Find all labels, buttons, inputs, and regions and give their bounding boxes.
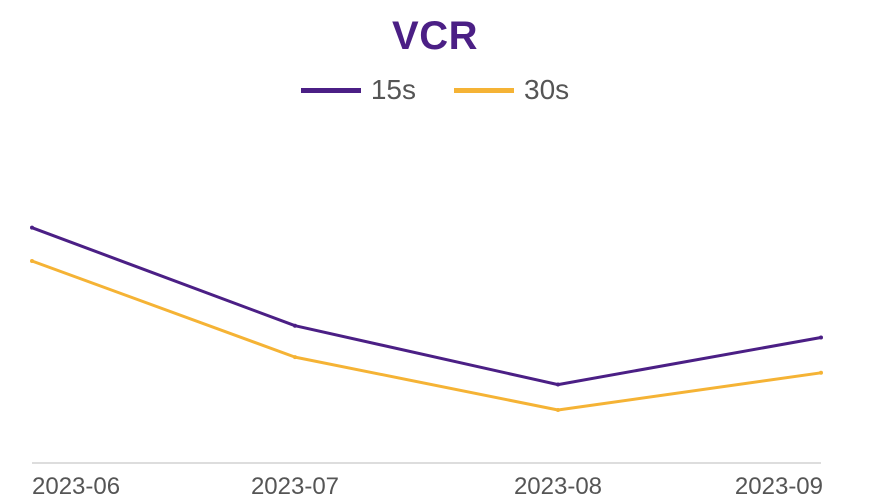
series-line-30s[interactable] [31, 259, 822, 412]
x-tick-labels: 2023-06 2023-07 2023-08 2023-09 [32, 473, 823, 496]
series-layer [30, 225, 823, 413]
legend-swatch-30s [454, 87, 514, 93]
x-tick-label: 2023-07 [251, 473, 339, 496]
legend-label-30s: 30s [524, 74, 570, 105]
data-point-15s-2023-09[interactable] [819, 335, 823, 340]
legend-swatch-15s [300, 87, 361, 93]
legend-item-15s[interactable]: 15s [300, 74, 416, 106]
x-tick-label: 2023-08 [514, 473, 602, 496]
chart-title: VCR [392, 14, 478, 58]
data-point-15s-2023-07[interactable] [293, 323, 297, 328]
data-point-30s-2023-07[interactable] [293, 355, 297, 360]
data-point-15s-2023-08[interactable] [556, 382, 560, 387]
data-point-30s-2023-08[interactable] [556, 408, 560, 413]
legend-item-30s[interactable]: 30s [454, 74, 569, 106]
series-line-15s[interactable] [31, 226, 822, 387]
data-point-30s-2023-06[interactable] [30, 259, 34, 264]
legend: 15s 30s [0, 74, 870, 106]
data-point-30s-2023-09[interactable] [819, 370, 823, 375]
data-point-15s-2023-06[interactable] [30, 225, 34, 230]
x-tick-label: 2023-09 [735, 473, 823, 496]
x-tick-label: 2023-06 [32, 473, 120, 496]
legend-label-15s: 15s [370, 74, 416, 105]
